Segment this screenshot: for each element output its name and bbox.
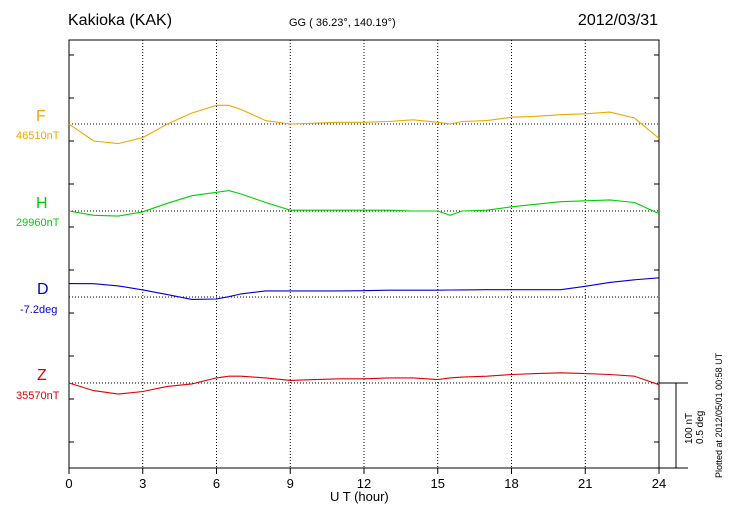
component-label-H: H: [36, 195, 48, 212]
x-axis-label: U T (hour): [330, 489, 389, 504]
baseline-label-F: 46510nT: [16, 130, 60, 142]
x-tick-label: 24: [652, 476, 666, 491]
x-tick-label: 6: [213, 476, 220, 491]
baseline-label-Z: 35570nT: [16, 390, 60, 402]
series-line-D: [68, 277, 660, 300]
x-tick-label: 21: [578, 476, 592, 491]
series-line-Z: [68, 372, 660, 395]
x-tick-label: 12: [357, 476, 371, 491]
series-line-F: [68, 104, 660, 145]
component-label-Z: Z: [37, 367, 47, 384]
station-coordinates: GG ( 36.23°, 140.19°): [289, 17, 396, 29]
x-tick-label: 18: [504, 476, 518, 491]
component-label-F: F: [36, 108, 46, 125]
series-line-H: [68, 190, 660, 217]
station-title: Kakioka (KAK): [68, 12, 173, 29]
x-tick-label: 9: [287, 476, 294, 491]
x-tick-label: 15: [431, 476, 445, 491]
x-tick-label: 0: [65, 476, 72, 491]
component-label-D: D: [37, 281, 49, 298]
date-label: 2012/03/31: [577, 12, 658, 29]
baseline-label-H: 29960nT: [16, 217, 60, 229]
x-tick-label: 3: [139, 476, 146, 491]
baseline-label-D: -7.2deg: [20, 304, 58, 316]
